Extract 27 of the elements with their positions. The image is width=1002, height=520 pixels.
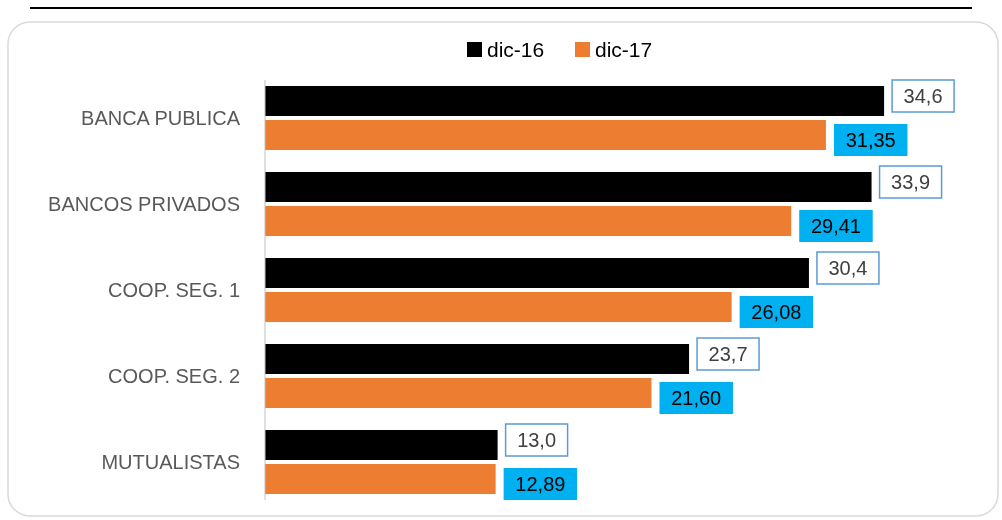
data-label: 30,4 <box>828 257 868 279</box>
bar <box>265 206 792 236</box>
data-label: 21,60 <box>671 387 722 409</box>
data-label: 26,08 <box>751 301 802 323</box>
y-tick-label: BANCOS PRIVADOS <box>48 193 240 215</box>
legend-label: dic-16 <box>487 38 545 61</box>
data-label: 31,35 <box>845 129 896 151</box>
bar <box>265 292 732 322</box>
data-label: 33,9 <box>891 171 931 193</box>
y-tick-label: MUTUALISTAS <box>101 451 240 473</box>
y-tick-label: COOP. SEG. 2 <box>108 365 240 387</box>
bar <box>265 344 690 374</box>
data-label: 34,6 <box>903 85 943 107</box>
data-label: 13,0 <box>517 429 557 451</box>
bar <box>265 430 498 460</box>
data-label: 12,89 <box>515 473 566 495</box>
y-tick-label: COOP. SEG. 1 <box>108 279 240 301</box>
data-label: 29,41 <box>810 215 862 237</box>
data-label: 23,7 <box>708 343 748 365</box>
bar <box>265 464 496 494</box>
bar <box>265 172 872 202</box>
bar <box>265 120 826 150</box>
legend-label: dic-17 <box>595 38 653 61</box>
bar <box>265 86 885 116</box>
bar <box>265 258 809 288</box>
y-tick-label: BANCA PUBLICA <box>81 107 241 129</box>
bar <box>265 378 652 408</box>
